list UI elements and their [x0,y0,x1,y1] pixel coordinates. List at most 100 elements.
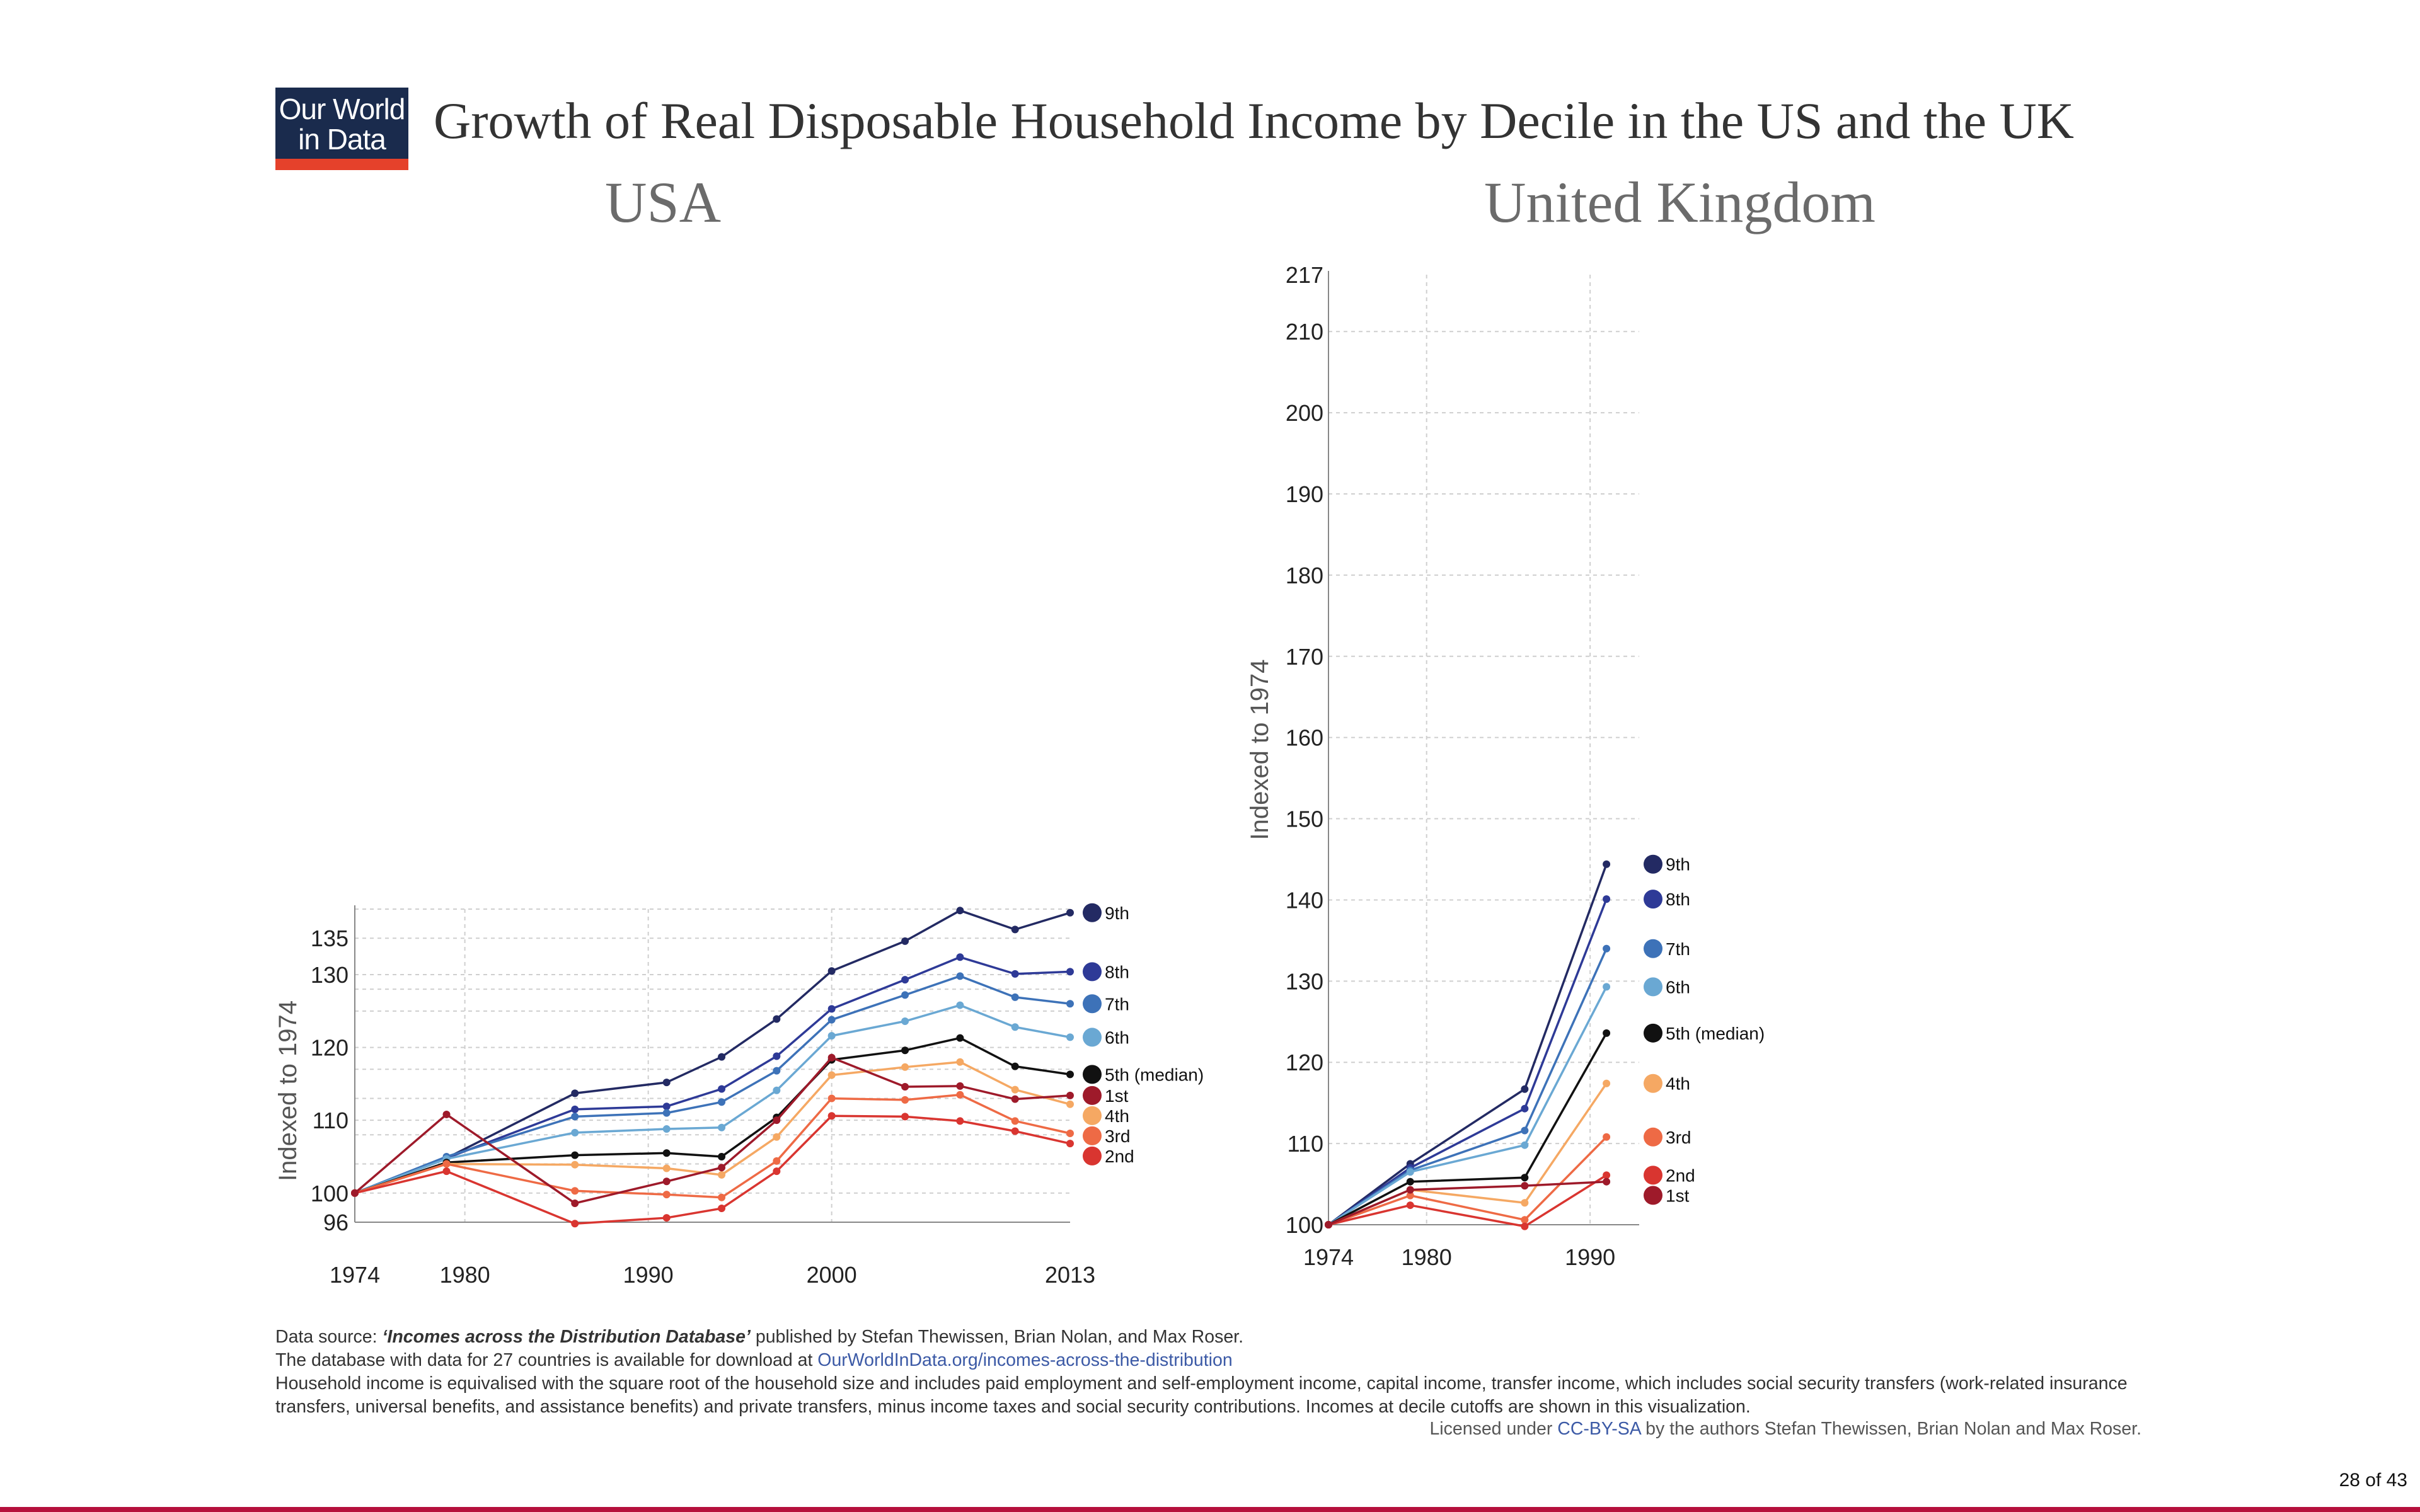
uk-y-tick-label: 190 [1286,481,1323,507]
license-line: Licensed under CC-BY-SA by the authors S… [1429,1419,2141,1440]
uk-series-line-d1 [1328,1180,1607,1226]
usa-data-point-d6 [901,1017,909,1025]
usa-data-point-d9 [571,1089,579,1097]
usa-legend-label-d6: 6th [1105,1028,1129,1047]
usa-data-point-d7 [662,1109,671,1117]
usa-series-line-d1 [354,1057,1071,1205]
uk-legend-marker-d1 [1644,1186,1662,1205]
uk-y-tick-label: 110 [1288,1131,1323,1157]
uk-data-point-d2 [1406,1201,1414,1210]
usa-data-point-d2 [442,1167,451,1176]
uk-legend-marker-d2 [1644,1166,1662,1185]
usa-series-line-d3 [354,1093,1071,1199]
uk-legend-label-d7: 7th [1666,939,1690,959]
uk-x-tick-label: 1980 [1402,1244,1452,1270]
uk-series-line-d9 [1327,864,1608,1226]
usa-data-point-d1 [351,1189,359,1197]
usa-data-point-d8 [662,1102,671,1111]
logo-accent-bar [275,159,408,170]
usa-data-point-d1 [718,1164,726,1172]
uk-data-point-d3 [1521,1216,1529,1224]
usa-data-point-d2 [827,1112,836,1120]
uk-legend-marker-d5 [1644,1023,1662,1043]
usa-data-point-d3 [1066,1129,1074,1137]
usa-legend-marker-d1 [1083,1085,1102,1105]
uk-legend-marker-d9 [1644,854,1662,874]
uk-data-point-d7 [1603,944,1611,953]
usa-data-point-d8 [718,1085,726,1093]
uk-y-tick-label: 217 [1286,262,1323,288]
usa-data-point-d2 [571,1220,579,1228]
uk-line-chart: 100 110 120 130 140 150 160 170 180 190 200 210 217 1… [1246,262,1765,1270]
usa-data-point-d4 [827,1071,836,1079]
usa-data-point-d3 [901,1096,909,1104]
usa-data-point-d6 [1011,1023,1019,1031]
source-prefix: Data source: [275,1327,383,1347]
uk-y-tick-label: 130 [1286,968,1323,994]
usa-legend-label-d1: 1st [1105,1086,1129,1106]
uk-legend-label-d5: 5th (median) [1666,1024,1765,1043]
uk-data-point-d1 [1603,1177,1611,1186]
uk-data-point-d1 [1406,1186,1414,1194]
uk-legend-label-d4: 4th [1666,1074,1690,1094]
uk-data-point-d5 [1603,1029,1611,1037]
usa-data-point-d3 [773,1157,781,1165]
license-prefix: Licensed under [1429,1419,1558,1439]
license-link[interactable]: CC-BY-SA [1557,1419,1641,1439]
database-link[interactable]: OurWorldInData.org/incomes-across-the-di… [817,1350,1233,1370]
usa-data-point-d9 [718,1053,726,1061]
usa-legend-marker-d8 [1083,962,1102,982]
uk-y-tick-label: 170 [1286,644,1323,670]
usa-y-tick-label: 120 [311,1035,349,1061]
usa-line-chart: 96 100 110 120 130 135 1974 1980 1990 2000 2013 Ind… [274,903,1204,1288]
usa-data-point-d6 [718,1123,726,1131]
uk-y-tick-label: 200 [1286,400,1323,426]
uk-legend-label-d2: 2nd [1666,1166,1695,1185]
uk-data-point-d8 [1521,1104,1529,1113]
uk-legend-marker-d6 [1644,977,1662,997]
usa-data-point-d2 [662,1214,671,1222]
usa-data-point-d7 [901,991,909,999]
uk-legend-marker-d4 [1644,1074,1662,1093]
usa-y-axis-label: Indexed to 1974 [274,1000,302,1181]
uk-data-point-d9 [1603,860,1611,868]
uk-data-point-d1 [1521,1182,1529,1190]
usa-data-point-d2 [773,1167,781,1176]
usa-data-point-d6 [827,1032,836,1040]
usa-data-point-d9 [662,1079,671,1087]
usa-legend-marker-d7 [1083,994,1102,1014]
uk-series-line-d6 [1328,986,1608,1226]
usa-data-point-d3 [571,1187,579,1195]
usa-legend-label-d9: 9th [1105,903,1129,923]
usa-legend-label-d2: 2nd [1105,1147,1134,1166]
usa-data-point-d8 [1011,970,1019,978]
usa-y-tick-label: 96 [323,1210,349,1235]
uk-data-point-d3 [1603,1133,1611,1141]
our-world-in-data-logo[interactable]: Our World in Data [275,88,408,170]
usa-data-point-d6 [571,1128,579,1137]
usa-data-point-d8 [571,1105,579,1113]
uk-data-point-d6 [1603,983,1611,991]
uk-y-tick-label: 180 [1286,563,1323,588]
usa-x-tick-label: 1990 [623,1262,674,1288]
logo-line-1: Our World [279,93,406,125]
uk-data-point-d6 [1521,1141,1529,1149]
database-prefix: The database with data for 27 countries … [275,1350,818,1370]
usa-x-tick-label: 1980 [440,1262,490,1288]
usa-data-point-d7 [571,1113,579,1121]
usa-data-point-d7 [773,1067,781,1075]
footer-notes: Data source: ‘Incomes across the Distrib… [275,1326,2141,1419]
usa-data-point-d2 [901,1113,909,1121]
uk-y-tick-label: 100 [1286,1212,1323,1238]
usa-data-point-d7 [1066,1000,1074,1008]
usa-legend-marker-d9 [1083,903,1102,922]
uk-x-tick-label: 1974 [1303,1244,1354,1270]
usa-legend-label-d8: 8th [1105,962,1129,982]
usa-data-point-d1 [1011,1095,1019,1103]
uk-data-point-d8 [1603,895,1611,903]
uk-legend-label-d3: 3rd [1666,1128,1691,1147]
usa-data-point-d6 [1066,1033,1074,1041]
usa-data-point-d8 [773,1052,781,1060]
source-suffix: published by Stefan Thewissen, Brian Nol… [750,1327,1244,1347]
